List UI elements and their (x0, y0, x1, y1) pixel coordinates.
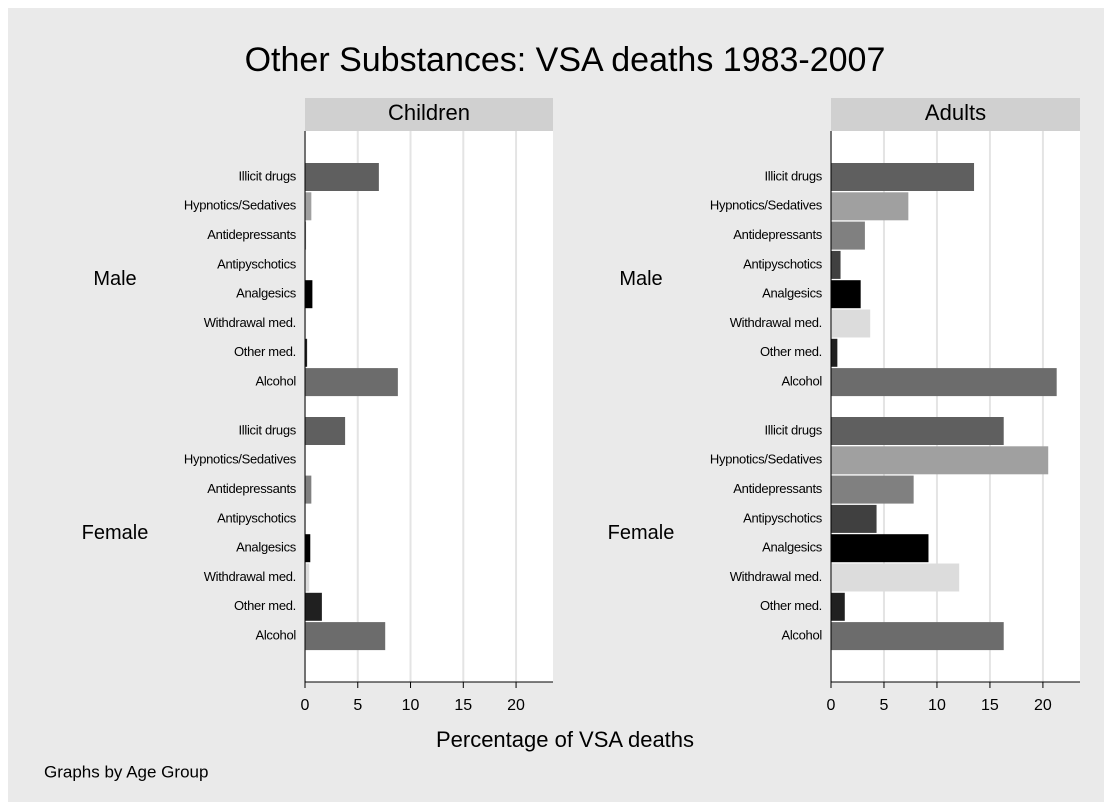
category-label: Hypnotics/Sedatives (184, 198, 297, 213)
bar (831, 563, 960, 592)
bar (831, 163, 975, 191)
category-label: Alcohol (255, 374, 296, 389)
bar (831, 280, 861, 309)
category-label: Illicit drugs (764, 168, 822, 183)
category-label: Other med. (234, 598, 296, 613)
bar (305, 221, 307, 250)
bar (305, 592, 322, 621)
bar (305, 563, 310, 592)
bar (305, 534, 311, 563)
x-tick-label: 0 (301, 697, 310, 714)
x-tick-label: 15 (981, 697, 999, 714)
note: Graphs by Age Group (44, 762, 208, 781)
bar (831, 368, 1057, 397)
plot-area (305, 131, 553, 682)
panel-title: Adults (925, 100, 986, 125)
group-label: Female (82, 522, 149, 544)
bar (831, 338, 838, 367)
bar (831, 446, 1049, 475)
category-label: Antipyschotics (743, 510, 823, 525)
category-label: Illicit drugs (764, 422, 822, 437)
bar (831, 622, 1004, 651)
bar (305, 475, 312, 504)
bar (831, 534, 929, 563)
category-label: Alcohol (781, 374, 822, 389)
x-tick-label: 0 (827, 697, 836, 714)
category-label: Analgesics (236, 286, 297, 301)
bar (305, 192, 312, 221)
panel-header (831, 98, 1080, 131)
bar (831, 504, 877, 533)
category-label: Other med. (234, 344, 296, 359)
category-label: Antipyschotics (743, 256, 823, 271)
category-label: Antipyschotics (217, 256, 297, 271)
bar (831, 475, 914, 504)
bar (305, 280, 313, 309)
bar (305, 368, 398, 397)
group-label: Female (608, 522, 675, 544)
category-label: Alcohol (781, 628, 822, 643)
category-label: Hypnotics/Sedatives (184, 452, 297, 467)
bar (305, 163, 379, 191)
category-label: Illicit drugs (238, 168, 296, 183)
category-label: Antidepressants (207, 481, 297, 496)
panel-title: Children (388, 100, 470, 125)
x-tick-label: 5 (880, 697, 889, 714)
x-tick-label: 10 (928, 697, 946, 714)
group-label: Male (93, 268, 136, 290)
group-label: Male (619, 268, 662, 290)
category-label: Antidepressants (733, 481, 823, 496)
bar (831, 309, 871, 338)
category-label: Alcohol (255, 628, 296, 643)
category-label: Withdrawal med. (204, 569, 296, 584)
bar (305, 417, 346, 445)
x-tick-label: 10 (402, 697, 420, 714)
panel-header (305, 98, 553, 131)
bar (305, 622, 386, 651)
x-tick-label: 15 (454, 697, 472, 714)
x-tick-label: 20 (507, 697, 525, 714)
bar (305, 309, 307, 338)
x-tick-label: 20 (1034, 697, 1052, 714)
x-tick-label: 5 (353, 697, 362, 714)
category-label: Other med. (760, 344, 822, 359)
category-label: Antidepressants (207, 227, 297, 242)
category-label: Other med. (760, 598, 822, 613)
bar (831, 250, 841, 279)
category-label: Analgesics (762, 540, 823, 555)
category-label: Antidepressants (733, 227, 823, 242)
bar (305, 338, 308, 367)
bar (831, 592, 845, 621)
category-label: Hypnotics/Sedatives (710, 198, 823, 213)
category-label: Antipyschotics (217, 510, 297, 525)
bar (831, 221, 865, 250)
category-label: Withdrawal med. (730, 569, 822, 584)
category-label: Hypnotics/Sedatives (710, 452, 823, 467)
category-label: Analgesics (236, 540, 297, 555)
bar (831, 417, 1004, 445)
category-label: Withdrawal med. (204, 315, 296, 330)
category-label: Illicit drugs (238, 422, 296, 437)
category-label: Analgesics (762, 286, 823, 301)
category-label: Withdrawal med. (730, 315, 822, 330)
chart-title: Other Substances: VSA deaths 1983-2007 (245, 41, 886, 79)
x-axis-label: Percentage of VSA deaths (436, 727, 694, 752)
bar (831, 192, 909, 221)
